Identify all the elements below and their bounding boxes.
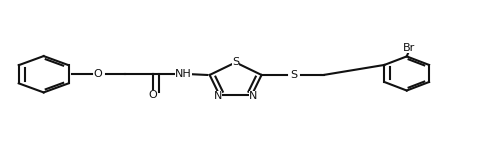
Text: Br: Br [403,43,415,53]
Text: N: N [214,91,222,101]
Text: O: O [94,69,103,79]
Text: S: S [232,57,239,67]
Text: NH: NH [175,69,192,79]
Text: O: O [148,90,157,100]
Text: S: S [290,70,297,80]
Text: N: N [249,91,257,101]
